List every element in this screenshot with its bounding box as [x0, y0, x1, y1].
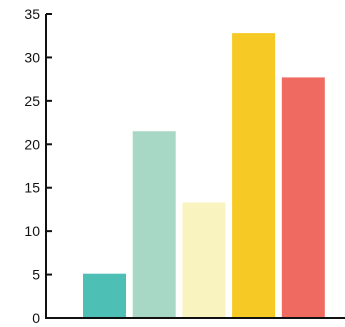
- bar: [83, 273, 126, 318]
- y-tick-label: 15: [24, 180, 40, 196]
- y-tick-label: 20: [24, 136, 40, 152]
- bar: [182, 202, 226, 318]
- bar: [132, 131, 176, 318]
- y-tick-label: 5: [32, 267, 40, 283]
- y-tick-label: 10: [24, 223, 40, 239]
- y-tick-label: 30: [24, 49, 40, 65]
- bar: [232, 33, 276, 318]
- y-axis-ticks: 0 5 10 15 20 25 30 35: [24, 6, 52, 326]
- y-tick-label: 25: [24, 93, 40, 109]
- bars-group: [83, 33, 325, 318]
- y-tick-label: 0: [32, 310, 40, 326]
- bar: [281, 77, 325, 318]
- y-tick-label: 35: [24, 6, 40, 22]
